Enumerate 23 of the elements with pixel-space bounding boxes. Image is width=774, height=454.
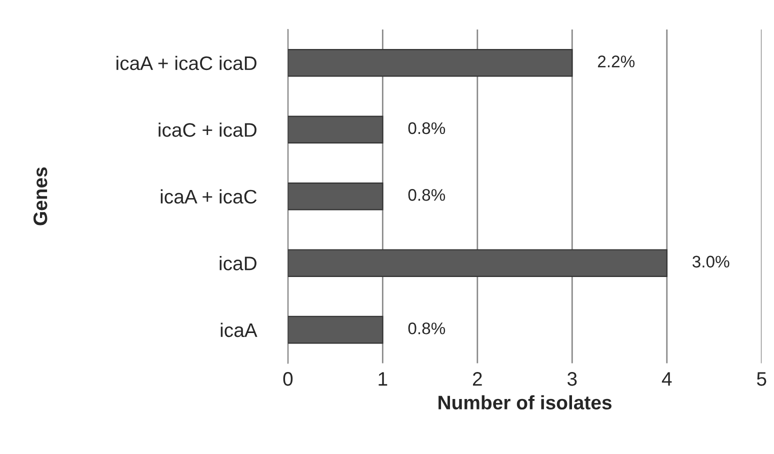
bar — [288, 116, 384, 144]
x-tick-label: 3 — [567, 372, 577, 386]
x-tick-label: 4 — [662, 372, 672, 386]
annotation: 2.2% — [598, 56, 635, 68]
y-tick-label: icaC + icaD — [158, 122, 256, 137]
bar — [288, 182, 384, 210]
x-tick-label: 0 — [283, 372, 293, 386]
bar — [288, 249, 668, 277]
x-tick-label: 2 — [472, 372, 482, 386]
y-tick-label: icaA — [220, 322, 258, 338]
bar — [288, 316, 384, 344]
y-axis-title: Genes — [33, 167, 48, 226]
y-tick-label: icaA + icaC — [160, 189, 257, 204]
bar — [288, 48, 573, 77]
annotation: 0.8% — [408, 322, 446, 334]
y-tick-label: icaD — [220, 256, 256, 270]
annotation: 3.0% — [692, 256, 730, 268]
y-tick-label: icaA + icaC icaD — [116, 56, 256, 70]
x-tick-label: 5 — [756, 372, 766, 386]
annotation: 0.8% — [408, 189, 446, 201]
x-tick-label: 1 — [378, 372, 388, 386]
annotation: 0.8% — [408, 122, 446, 134]
x-axis-title: Number of isolates — [438, 395, 612, 410]
